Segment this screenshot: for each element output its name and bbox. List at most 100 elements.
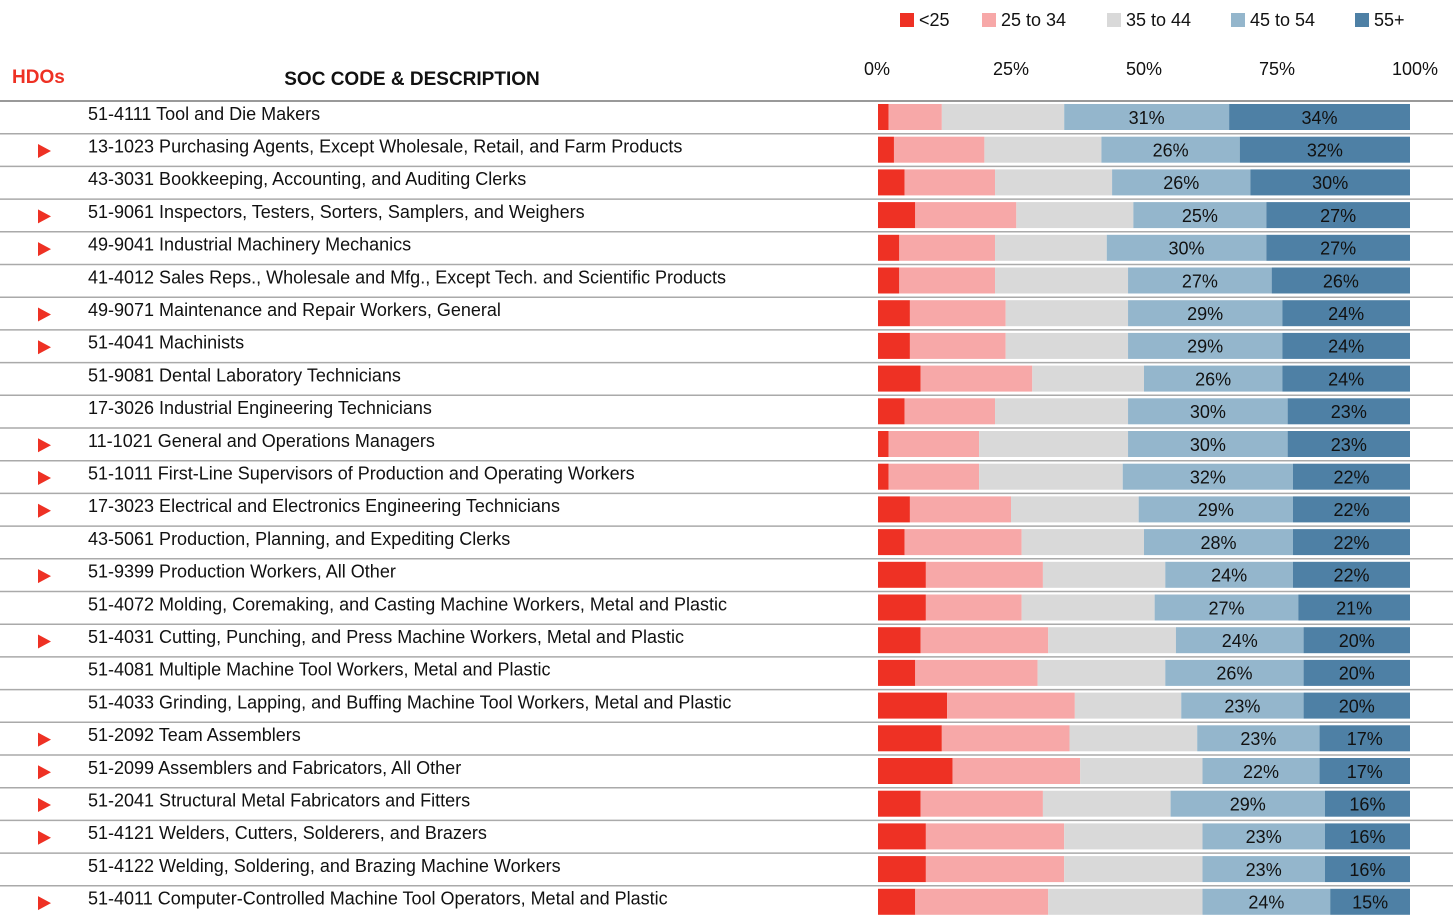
bar-segment [979, 431, 1129, 457]
category-label: 51-9399 Production Workers, All Other [88, 562, 396, 582]
bar-segment [925, 594, 1022, 621]
category-label: 51-4111 Tool and Die Makers [88, 104, 320, 124]
bar-segment [1229, 104, 1410, 130]
bar-segment [888, 104, 942, 130]
bar-segment [1319, 725, 1410, 752]
hdo-marker [38, 634, 51, 649]
legend-label: 45 to 54 [1250, 10, 1315, 30]
bar-segment [878, 234, 900, 261]
category-label: 49-9071 Maintenance and Repair Workers, … [88, 300, 501, 320]
bar-segment [915, 888, 1049, 915]
bar-segment [904, 398, 996, 425]
bar-segment [1282, 332, 1410, 359]
value-label: 30% [1169, 239, 1205, 259]
bar-segment [888, 431, 980, 457]
value-label: 26% [1153, 140, 1189, 160]
x-tick-label: 75% [1259, 59, 1295, 79]
bar-segment [1250, 169, 1410, 196]
value-label: 34% [1302, 108, 1338, 128]
bar-segment [878, 823, 926, 850]
bar-segment [1064, 856, 1203, 883]
bar-segment [1021, 594, 1155, 621]
bar-segment [1324, 823, 1410, 850]
value-label: 20% [1339, 664, 1375, 684]
bar-segment [984, 136, 1102, 163]
bar-segment [915, 202, 1017, 229]
category-label: 51-9061 Inspectors, Testers, Sorters, Sa… [88, 202, 585, 222]
bar-segment [878, 202, 916, 229]
bar-segment [1128, 332, 1283, 359]
legend-swatch [900, 13, 914, 27]
value-label: 24% [1328, 337, 1364, 357]
value-label: 27% [1320, 206, 1356, 226]
bar-segment [878, 692, 948, 719]
bar-segment [878, 332, 910, 359]
bar-segment [1133, 202, 1267, 229]
x-tick-label: 25% [993, 59, 1029, 79]
category-label: 51-1011 First-Line Supervisors of Produc… [88, 463, 635, 483]
bar-segment [878, 267, 900, 294]
bar-segment [1032, 365, 1144, 392]
bar-segment [920, 790, 1043, 817]
bar-segment [995, 169, 1113, 196]
value-label: 21% [1336, 598, 1372, 618]
hdo-marker [38, 471, 51, 485]
bar-segment [1330, 888, 1410, 915]
bar-segment [1303, 627, 1410, 654]
bar-segment [1202, 823, 1325, 850]
category-label: 43-3031 Bookkeeping, Accounting, and Aud… [88, 169, 526, 189]
value-label: 16% [1349, 860, 1385, 880]
bar-segment [878, 856, 926, 883]
bar-segment [979, 463, 1123, 490]
value-label: 25% [1182, 206, 1218, 226]
hdo-marker [38, 438, 51, 453]
bar-segment [1128, 267, 1272, 294]
legend-swatch [1355, 13, 1369, 27]
bar-segment [1128, 398, 1288, 425]
bar-segment [1202, 856, 1325, 883]
value-label: 22% [1333, 566, 1369, 586]
hdo-marker [38, 896, 51, 911]
bar-segment [1042, 790, 1171, 817]
bar-segment [1144, 529, 1293, 556]
bar-segment [1239, 136, 1410, 163]
bar-segment [925, 823, 1065, 850]
bar-segment [1064, 104, 1230, 130]
category-label: 51-4011 Computer-Controlled Machine Tool… [88, 889, 668, 909]
legend-swatch [1107, 13, 1121, 27]
value-label: 24% [1211, 566, 1247, 586]
hdo-marker [38, 307, 51, 322]
bar-segment [1266, 202, 1410, 229]
bar-segment [1101, 136, 1240, 163]
value-label: 26% [1163, 173, 1199, 193]
category-label: 51-2041 Structural Metal Fabricators and… [88, 790, 470, 810]
value-label: 16% [1349, 827, 1385, 847]
hdo-marker [38, 209, 51, 224]
bar-segment [1181, 692, 1304, 719]
category-label: 43-5061 Production, Planning, and Expedi… [88, 529, 510, 549]
bar-segment [1122, 463, 1293, 490]
hdo-marker [38, 503, 51, 518]
bar-segment [1202, 758, 1320, 784]
value-label: 23% [1331, 402, 1367, 422]
bar-segment [1112, 169, 1251, 196]
bar-segment [899, 234, 996, 261]
category-label: 51-4081 Multiple Machine Tool Workers, M… [88, 660, 551, 680]
bar-segment [899, 267, 996, 294]
value-label: 24% [1328, 304, 1364, 324]
bar-segment [1138, 496, 1293, 523]
hdo-header: HDOs [12, 67, 65, 88]
bar-segment [1048, 888, 1203, 915]
bar-segment [1266, 234, 1410, 261]
value-label: 27% [1320, 239, 1356, 259]
value-label: 22% [1333, 467, 1369, 487]
bar-segment [1298, 594, 1410, 621]
value-label: 26% [1216, 664, 1252, 684]
bar-segment [1069, 725, 1198, 752]
value-label: 29% [1187, 337, 1223, 357]
bar-segment [1165, 561, 1293, 588]
value-label: 23% [1246, 827, 1282, 847]
category-label: 51-4033 Grinding, Lapping, and Buffing M… [88, 692, 731, 712]
bar-segment [878, 104, 889, 130]
value-label: 17% [1347, 762, 1383, 782]
